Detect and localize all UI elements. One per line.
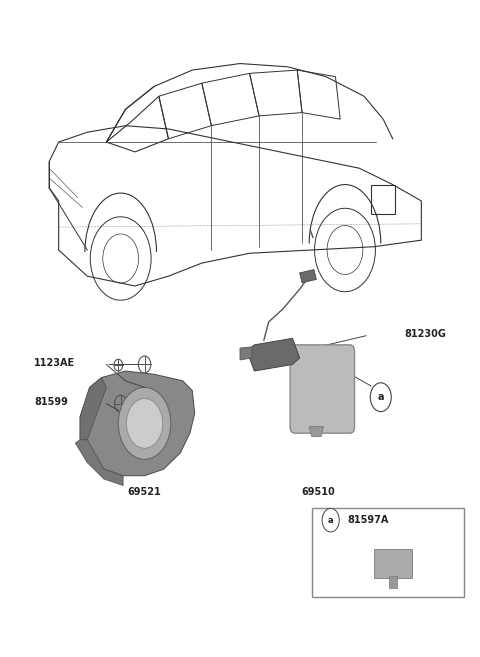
Polygon shape bbox=[389, 576, 396, 588]
Circle shape bbox=[370, 383, 391, 411]
Polygon shape bbox=[80, 371, 195, 476]
Polygon shape bbox=[80, 378, 107, 440]
Text: 1123AE: 1123AE bbox=[34, 358, 75, 368]
Polygon shape bbox=[75, 440, 123, 486]
Circle shape bbox=[118, 388, 171, 459]
Text: a: a bbox=[378, 392, 384, 402]
Text: 69521: 69521 bbox=[128, 487, 161, 497]
Polygon shape bbox=[240, 347, 252, 360]
Text: 69510: 69510 bbox=[302, 487, 336, 497]
Polygon shape bbox=[309, 426, 324, 436]
Circle shape bbox=[322, 509, 339, 532]
Text: 81597A: 81597A bbox=[348, 515, 389, 525]
FancyBboxPatch shape bbox=[312, 509, 464, 597]
FancyBboxPatch shape bbox=[290, 345, 355, 433]
Polygon shape bbox=[300, 269, 316, 283]
Text: 81599: 81599 bbox=[35, 397, 68, 407]
FancyBboxPatch shape bbox=[373, 549, 412, 578]
Polygon shape bbox=[247, 338, 300, 371]
Circle shape bbox=[126, 399, 163, 448]
Text: a: a bbox=[328, 516, 334, 525]
Text: 81230G: 81230G bbox=[405, 328, 446, 339]
